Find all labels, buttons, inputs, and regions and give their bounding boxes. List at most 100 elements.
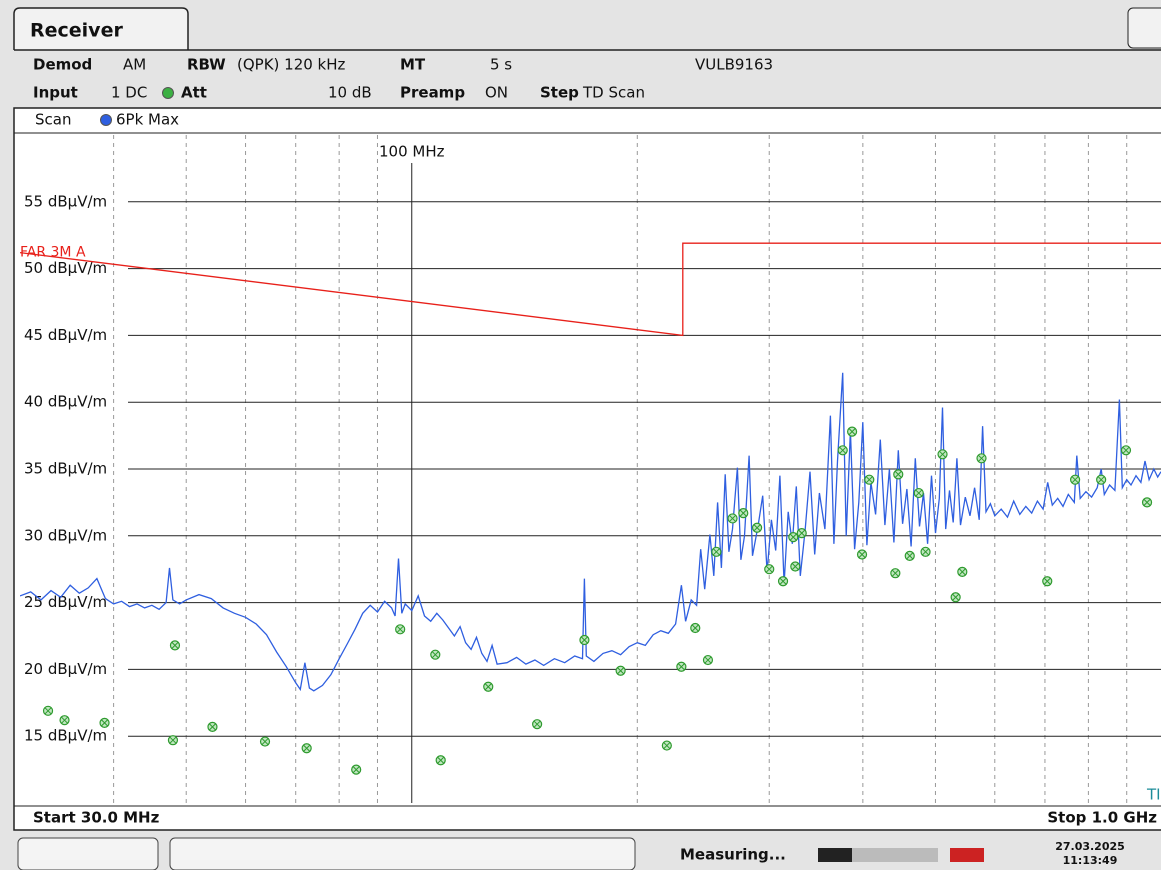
qp-marker: [976, 453, 987, 464]
marker-cross: [209, 723, 216, 731]
trace: [20, 242, 1161, 337]
marker-cross: [61, 716, 68, 724]
status-dot: [162, 87, 174, 99]
qp-marker: [796, 528, 807, 539]
qp-marker: [920, 546, 931, 557]
marker-cross: [865, 476, 873, 484]
legend-entry: 6Pk Max: [116, 111, 179, 129]
label: RBW: [187, 56, 226, 74]
marker-cross: [839, 446, 847, 454]
value: 1 DC: [111, 84, 147, 102]
marker-cross: [1122, 446, 1130, 454]
marker-cross: [678, 663, 685, 671]
qp-marker: [727, 513, 738, 524]
qp-marker: [661, 740, 672, 751]
legend-dot: [100, 114, 112, 126]
time: 11:13:49: [1063, 854, 1118, 867]
marker-cross: [891, 569, 899, 577]
qp-marker: [169, 640, 181, 651]
qp-marker: [615, 665, 626, 676]
qp-marker: [1141, 497, 1153, 508]
marker-cross: [858, 551, 866, 558]
qp-marker: [777, 576, 789, 587]
qp-marker: [788, 532, 799, 543]
stop-label: Stop 1.0 GHz: [1047, 809, 1157, 827]
label: Preamp: [400, 84, 465, 102]
qp-marker: [42, 705, 54, 716]
marker-cross: [798, 529, 806, 537]
qp-marker: [207, 721, 218, 732]
marker-cross: [922, 548, 929, 556]
trace: [20, 372, 1161, 692]
marker-cross: [533, 720, 541, 728]
marker-cross: [713, 548, 720, 556]
marker-cross: [437, 756, 445, 764]
marker-cross: [691, 624, 699, 632]
tab-title: Receiver: [30, 20, 123, 42]
y-tick-label: 55 dBµV/m: [24, 192, 107, 210]
qp-marker: [957, 566, 968, 577]
marker-cross: [169, 736, 177, 744]
y-tick-label: 25 dBµV/m: [24, 593, 107, 611]
qp-marker: [711, 546, 722, 557]
marker-cross: [484, 683, 492, 691]
value: TD Scan: [582, 84, 645, 102]
label: Input: [33, 84, 78, 102]
qp-marker: [259, 736, 271, 747]
value: ON: [485, 84, 508, 102]
marker-cross: [906, 552, 914, 560]
marker-cross: [663, 742, 671, 749]
icon-button[interactable]: [1127, 7, 1161, 49]
marker-cross: [848, 428, 856, 435]
marker-cross: [1043, 577, 1051, 585]
corner-label: TI: [1146, 786, 1161, 804]
qp-marker: [893, 469, 904, 480]
value: VULB9163: [695, 56, 773, 74]
qp-marker: [395, 624, 406, 635]
qp-marker: [856, 549, 868, 560]
tab[interactable]: [13, 7, 189, 50]
value: 10 dB: [328, 84, 372, 102]
qp-marker: [846, 426, 858, 437]
qp-marker: [738, 507, 749, 519]
marker-cross: [952, 593, 959, 601]
marker-cross: [581, 636, 588, 644]
qp-marker: [702, 654, 714, 666]
softkey[interactable]: [169, 837, 636, 870]
marker-cross: [1071, 476, 1079, 484]
marker-cross: [44, 707, 52, 715]
y-tick-label: 30 dBµV/m: [24, 526, 107, 544]
y-tick-label: 45 dBµV/m: [24, 326, 107, 344]
marker-cross: [261, 738, 269, 745]
marker-cross: [617, 667, 624, 675]
qp-marker: [1070, 474, 1081, 485]
softkey[interactable]: [17, 837, 159, 870]
qp-marker: [837, 445, 848, 456]
qp-marker: [435, 755, 446, 766]
label: Demod: [33, 56, 92, 74]
marker-cross: [171, 641, 179, 649]
qp-marker: [937, 449, 948, 460]
qp-marker: [864, 474, 875, 485]
qp-marker: [579, 634, 590, 646]
progress-fill: [818, 848, 852, 862]
label: Att: [181, 84, 207, 102]
qp-marker: [301, 743, 312, 754]
qp-marker: [351, 764, 362, 775]
label: Step: [540, 84, 579, 102]
qp-marker: [676, 661, 687, 672]
marker-cross: [958, 568, 966, 576]
plot-area: 100 MHz 15 dBµV/m 20 dBµV/m 25 dBµV/m 30 dBµ…: [20, 135, 1161, 803]
marker-cross: [704, 656, 712, 664]
marker-cross: [939, 450, 946, 458]
qp-marker: [1042, 576, 1053, 587]
alarm-icon: [950, 848, 984, 862]
y-tick-label: 35 dBµV/m: [24, 460, 107, 478]
marker-cross: [729, 515, 736, 522]
marker-cross: [894, 470, 902, 478]
y-tick-label: 20 dBµV/m: [24, 660, 107, 678]
qp-marker: [790, 561, 801, 572]
marker-cross: [789, 533, 797, 541]
